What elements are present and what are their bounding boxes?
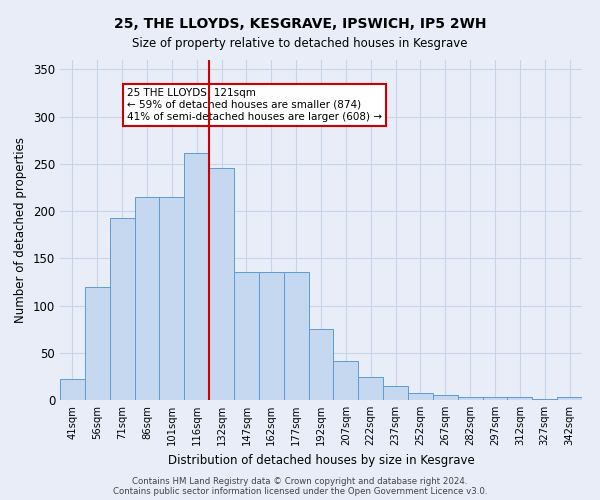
- Bar: [160, 197, 184, 400]
- Bar: [308, 329, 334, 400]
- Bar: [184, 152, 209, 400]
- Bar: [458, 397, 482, 400]
- Bar: [110, 218, 134, 400]
- Text: Contains HM Land Registry data © Crown copyright and database right 2024.
Contai: Contains HM Land Registry data © Crown c…: [113, 476, 487, 496]
- Bar: [508, 397, 532, 400]
- Bar: [209, 168, 234, 400]
- Bar: [383, 386, 408, 400]
- Bar: [557, 397, 582, 400]
- Bar: [85, 286, 110, 400]
- Bar: [433, 396, 458, 400]
- Text: Size of property relative to detached houses in Kesgrave: Size of property relative to detached ho…: [132, 38, 468, 51]
- Text: 25 THE LLOYDS: 121sqm
← 59% of detached houses are smaller (874)
41% of semi-det: 25 THE LLOYDS: 121sqm ← 59% of detached …: [127, 88, 382, 122]
- X-axis label: Distribution of detached houses by size in Kesgrave: Distribution of detached houses by size …: [167, 454, 475, 466]
- Bar: [482, 397, 508, 400]
- Bar: [408, 394, 433, 400]
- Bar: [284, 272, 308, 400]
- Y-axis label: Number of detached properties: Number of detached properties: [14, 137, 28, 323]
- Bar: [358, 378, 383, 400]
- Bar: [334, 362, 358, 400]
- Bar: [532, 399, 557, 400]
- Bar: [259, 272, 284, 400]
- Bar: [134, 197, 160, 400]
- Bar: [60, 379, 85, 400]
- Bar: [234, 272, 259, 400]
- Text: 25, THE LLOYDS, KESGRAVE, IPSWICH, IP5 2WH: 25, THE LLOYDS, KESGRAVE, IPSWICH, IP5 2…: [114, 18, 486, 32]
